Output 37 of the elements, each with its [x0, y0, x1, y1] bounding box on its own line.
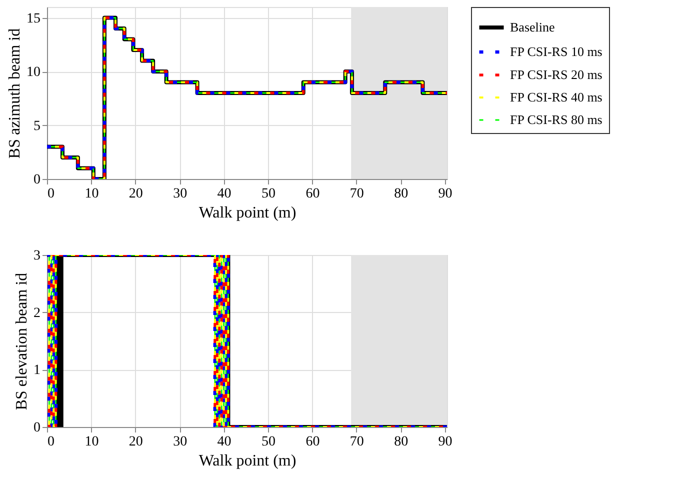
x-tick-label: 90	[438, 434, 452, 450]
x-tick-label: 60	[306, 434, 320, 450]
x-tick-label: 80	[394, 186, 408, 202]
x-tick-label: 0	[48, 434, 54, 450]
x-tick-label: 50	[261, 434, 276, 450]
x-tick-label: 10	[84, 186, 99, 202]
y-tick-label: 1	[34, 363, 40, 378]
y-tick-label: 2	[34, 306, 40, 321]
y-tick-label: 15	[26, 11, 40, 26]
legend-label: Baseline	[510, 20, 555, 34]
x-tick-label: 0	[48, 186, 54, 202]
x-axis-title: Walk point (m)	[198, 204, 296, 222]
x-tick-label: 60	[306, 186, 320, 202]
y-axis-title: BS azimuth beam id	[6, 28, 24, 159]
y-tick-label: 5	[34, 118, 40, 134]
x-tick-label: 30	[173, 186, 188, 202]
x-tick-label: 20	[128, 434, 143, 450]
x-tick-label: 10	[84, 434, 99, 450]
legend-label: FP CSI-RS 10 ms	[510, 44, 602, 59]
x-tick-label: 70	[350, 434, 364, 450]
x-tick-label: 90	[438, 186, 452, 202]
y-axis-title: BS elevation beam id	[14, 272, 30, 410]
y-tick-label: 0	[34, 420, 40, 436]
legend-label: FP CSI-RS 20 ms	[510, 67, 602, 82]
x-tick-label: 40	[217, 434, 232, 450]
x-tick-label: 40	[217, 186, 232, 202]
x-tick-label: 20	[128, 186, 143, 202]
y-tick-label: 10	[26, 65, 40, 80]
x-tick-label: 80	[394, 434, 408, 450]
x-tick-label: 70	[350, 186, 364, 202]
y-tick-label: 0	[34, 172, 40, 188]
x-axis-title: Walk point (m)	[198, 452, 296, 470]
x-tick-label: 30	[173, 434, 188, 450]
legend-label: FP CSI-RS 80 ms	[510, 112, 602, 127]
y-tick-label: 3	[34, 248, 40, 264]
legend-label: FP CSI-RS 40 ms	[510, 90, 602, 104]
x-tick-label: 50	[261, 186, 276, 202]
